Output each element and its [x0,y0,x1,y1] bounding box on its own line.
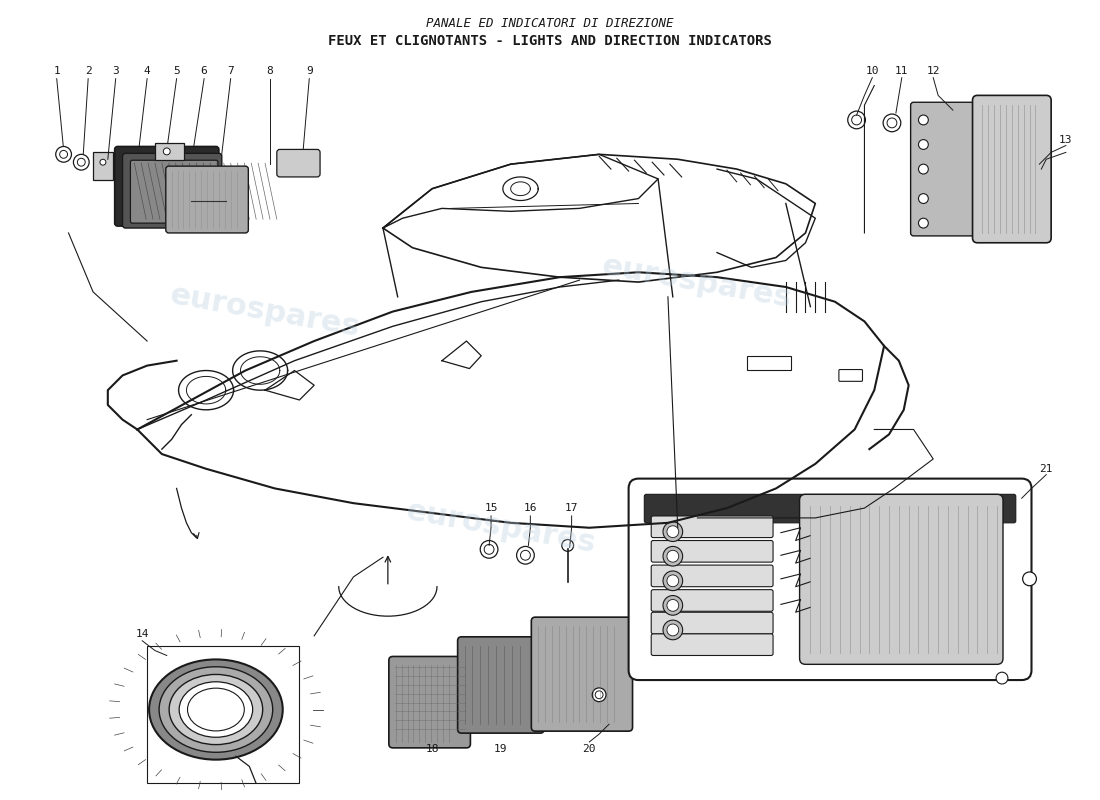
Text: 9: 9 [306,66,312,76]
FancyBboxPatch shape [628,478,1032,680]
Text: FEUX ET CLIGNOTANTS - LIGHTS AND DIRECTION INDICATORS: FEUX ET CLIGNOTANTS - LIGHTS AND DIRECTI… [328,34,772,49]
FancyBboxPatch shape [800,494,1003,664]
Text: 7: 7 [228,66,234,76]
Bar [147,646,299,783]
Circle shape [592,688,606,702]
Circle shape [667,550,679,562]
Circle shape [918,115,928,125]
Ellipse shape [179,682,253,738]
FancyBboxPatch shape [972,95,1052,242]
Text: 16: 16 [524,503,537,513]
Text: 3: 3 [112,66,119,76]
Text: eurospares: eurospares [404,497,598,558]
Text: eurospares: eurospares [167,281,362,342]
FancyBboxPatch shape [651,541,773,562]
Circle shape [562,539,573,551]
Ellipse shape [150,659,283,760]
Circle shape [163,148,170,155]
Text: 20: 20 [583,744,596,754]
Text: 13: 13 [1059,134,1072,145]
Text: 11: 11 [895,66,909,76]
Circle shape [667,599,679,611]
Circle shape [520,550,530,560]
Circle shape [883,114,901,132]
Circle shape [851,115,861,125]
Circle shape [997,672,1008,684]
Text: PANALE ED INDICATORI DI DIREZIONE: PANALE ED INDICATORI DI DIREZIONE [427,17,674,30]
FancyBboxPatch shape [388,657,471,748]
Text: 1: 1 [53,66,60,76]
FancyBboxPatch shape [911,102,980,236]
FancyBboxPatch shape [651,565,773,586]
FancyBboxPatch shape [645,494,1015,523]
Ellipse shape [160,666,273,752]
FancyBboxPatch shape [166,166,249,233]
FancyBboxPatch shape [531,617,632,731]
Text: 5: 5 [173,66,180,76]
FancyBboxPatch shape [122,154,222,228]
Text: 6: 6 [200,66,208,76]
FancyBboxPatch shape [651,612,773,634]
FancyBboxPatch shape [114,146,219,226]
Text: 12: 12 [926,66,940,76]
Circle shape [595,691,603,698]
Text: 4: 4 [144,66,151,76]
Circle shape [667,575,679,586]
Text: 2: 2 [85,66,91,76]
Circle shape [663,522,683,542]
Bar [747,356,791,370]
FancyBboxPatch shape [277,150,320,177]
Circle shape [663,571,683,590]
Circle shape [484,545,494,554]
FancyBboxPatch shape [651,516,773,538]
Circle shape [887,118,896,128]
Circle shape [848,111,866,129]
Text: 21: 21 [1040,464,1053,474]
Circle shape [918,194,928,203]
Circle shape [667,526,679,538]
Text: eurospares: eurospares [601,251,794,313]
Circle shape [56,146,72,162]
Text: 8: 8 [266,66,273,76]
Circle shape [918,218,928,228]
FancyBboxPatch shape [651,634,773,655]
FancyBboxPatch shape [458,637,544,733]
Circle shape [918,140,928,150]
Text: 19: 19 [494,744,507,754]
Circle shape [517,546,535,564]
FancyBboxPatch shape [651,590,773,611]
Bar [155,142,185,160]
Text: 14: 14 [135,629,149,639]
Circle shape [1023,572,1036,586]
Circle shape [74,154,89,170]
Text: 18: 18 [426,744,439,754]
Circle shape [918,164,928,174]
Circle shape [663,546,683,566]
Text: 10: 10 [866,66,879,76]
Text: 17: 17 [565,503,579,513]
FancyBboxPatch shape [131,160,218,223]
Circle shape [100,159,106,165]
Circle shape [667,624,679,636]
Circle shape [481,541,498,558]
Circle shape [663,620,683,640]
Circle shape [663,595,683,615]
FancyBboxPatch shape [839,370,862,382]
Text: 15: 15 [484,503,498,513]
Ellipse shape [169,674,263,745]
Circle shape [59,150,67,158]
Circle shape [77,158,85,166]
Bar [94,152,112,180]
